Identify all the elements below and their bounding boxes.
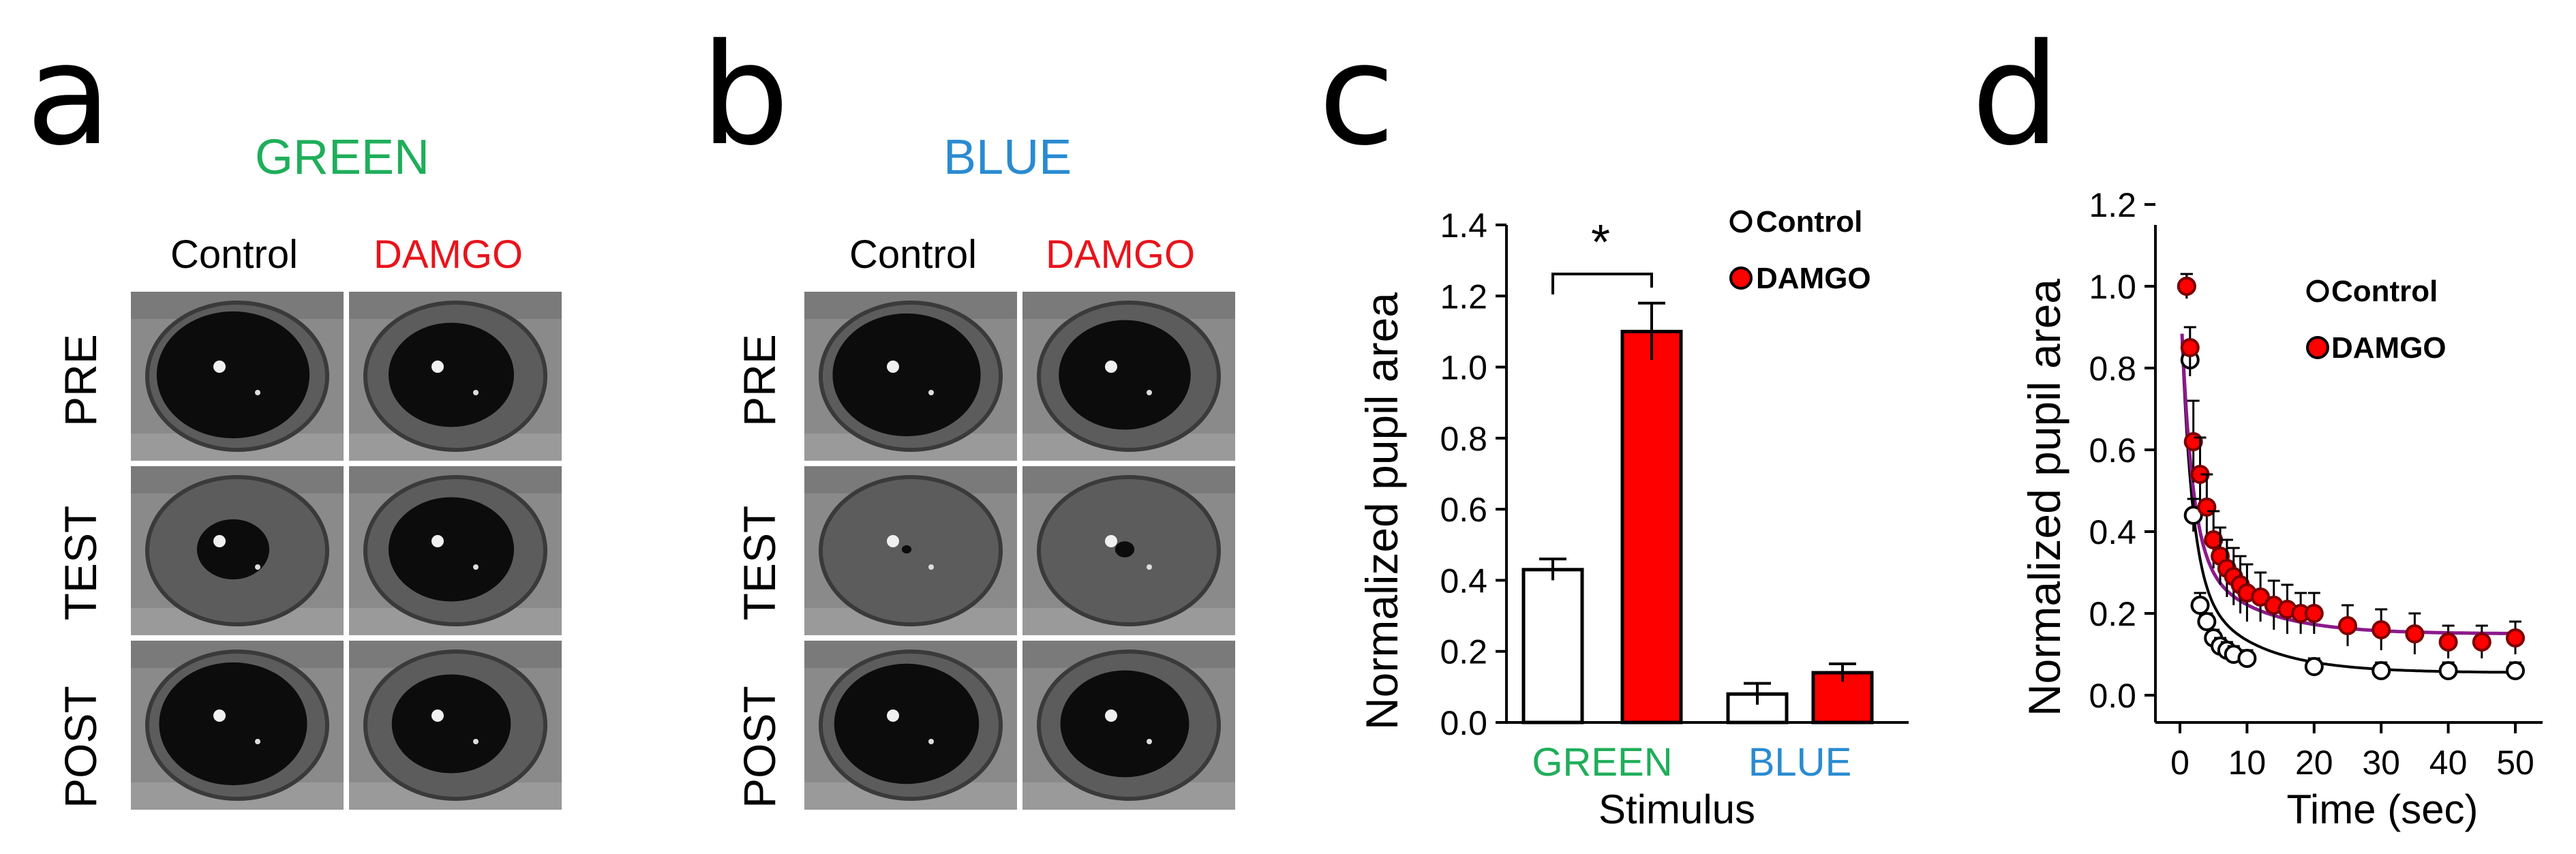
panel-d-control-point bbox=[2197, 612, 2217, 631]
panel-d-x-tick-label: 10 bbox=[2228, 744, 2267, 782]
panel-a-eye-photos bbox=[131, 292, 562, 810]
panel-d-legend-control-marker bbox=[2306, 279, 2329, 303]
panel-d-control-point bbox=[2190, 596, 2210, 615]
panel-d-damgo-point bbox=[2251, 588, 2271, 607]
panel-b-column-damgo-label: DAMGO bbox=[1046, 232, 1196, 277]
panel-b-eye-post-control bbox=[804, 641, 1017, 810]
panel-c-y-tick-label: 0.0 bbox=[1440, 704, 1487, 742]
panel-d-legend-damgo-label: DAMGO bbox=[2331, 331, 2446, 365]
panel-d-x-tick-label: 0 bbox=[2170, 744, 2189, 782]
panel-d-legend-control-label: Control bbox=[2331, 275, 2438, 308]
panel-a-eye-test-damgo bbox=[349, 466, 562, 635]
panel-c-bar-chart: Normalized pupil area Stimulus Control D… bbox=[1357, 205, 1909, 832]
panel-a-eye-post-control bbox=[131, 641, 344, 810]
panel-b-row-pre-label: PRE bbox=[734, 334, 785, 427]
panel-d-x-tick-label: 40 bbox=[2429, 744, 2468, 782]
panel-b-eye-post-damgo bbox=[1022, 641, 1235, 810]
panel-d-x-tick-label: 20 bbox=[2295, 744, 2333, 782]
panel-d-control-point bbox=[2183, 506, 2203, 525]
panel-c-y-tick-label: 0.6 bbox=[1440, 491, 1487, 529]
panel-c-category-blue-label: BLUE bbox=[1748, 740, 1852, 784]
panel-c-significance-bracket bbox=[1551, 273, 1653, 294]
panel-d-control-point bbox=[2506, 661, 2525, 680]
panel-b-eye-photos bbox=[804, 292, 1235, 810]
panel-c-bar-blue-control bbox=[1726, 692, 1789, 725]
panel-d-control-fit-curve bbox=[2181, 339, 2514, 674]
panel-d-damgo-point bbox=[2372, 620, 2391, 639]
panel-a-eye-pre-damgo bbox=[349, 292, 562, 461]
panel-c-y-axis-label: Normalized pupil area bbox=[1357, 292, 1407, 730]
panel-d-y-tick-label: 0.0 bbox=[2089, 677, 2136, 715]
panel-d-y-tick-label: 0.6 bbox=[2089, 431, 2136, 470]
panel-b-eye-test-damgo bbox=[1022, 466, 1235, 635]
panel-d-control-point bbox=[2237, 649, 2257, 668]
panel-a-title: GREEN bbox=[255, 130, 430, 185]
panel-d-damgo-point bbox=[2304, 604, 2324, 623]
panel-c-x-axis-label: Stimulus bbox=[1598, 787, 1755, 832]
panel-b-eye-pre-control bbox=[804, 292, 1017, 461]
panel-d-x-tick-label: 50 bbox=[2496, 744, 2534, 782]
panel-a-eye-photo-grid bbox=[131, 292, 567, 810]
panel-a-eye-post-damgo bbox=[349, 641, 562, 810]
panel-d-damgo-point bbox=[2338, 616, 2357, 635]
panel-d-scatter-chart: Normalized pupil area Time (sec) Control… bbox=[2019, 186, 2543, 832]
panel-c-y-tick-label: 0.2 bbox=[1440, 633, 1487, 671]
panel-c-legend-control-marker bbox=[1729, 210, 1753, 233]
panel-b-eye-photo-grid bbox=[804, 292, 1241, 810]
panel-b-column-control-label: Control bbox=[849, 232, 977, 277]
panel-c-category-green-label: GREEN bbox=[1532, 740, 1672, 784]
panel-d-legend-damgo-marker bbox=[2306, 336, 2329, 359]
panel-b-eye-pre-damgo bbox=[1022, 292, 1235, 461]
panel-d-y-tick-label: 0.8 bbox=[2089, 350, 2136, 388]
panel-d-control-point bbox=[2304, 657, 2324, 676]
panel-letter-d: d bbox=[1971, 14, 2061, 177]
panel-d-damgo-point bbox=[2177, 277, 2196, 296]
panel-d-x-axis-label: Time (sec) bbox=[2286, 787, 2478, 832]
panel-letter-c: c bbox=[1318, 14, 1395, 177]
panel-d-damgo-point bbox=[2438, 632, 2458, 652]
panel-a-column-damgo-label: DAMGO bbox=[374, 232, 524, 277]
panel-c-legend-damgo-label: DAMGO bbox=[1756, 262, 1871, 295]
panel-b-eye-test-control bbox=[804, 466, 1017, 635]
panel-b-row-test-label: TEST bbox=[734, 505, 785, 621]
panel-c-y-tick-label: 1.4 bbox=[1440, 207, 1487, 245]
panel-c-y-tick-label: 0.8 bbox=[1440, 420, 1487, 458]
panel-a-eye-pre-control bbox=[131, 292, 344, 461]
panel-d-damgo-point bbox=[2506, 628, 2525, 647]
panel-d-y-tick-label: 1.2 bbox=[2089, 186, 2136, 224]
panel-a-row-test-label: TEST bbox=[55, 505, 106, 621]
panel-d-y-tick-label: 1.0 bbox=[2089, 268, 2136, 306]
panel-d-y-tick-label: 0.2 bbox=[2089, 595, 2136, 633]
panel-c-bar-green-damgo bbox=[1620, 329, 1683, 725]
panel-d-control-point bbox=[2438, 661, 2458, 680]
panel-a-column-control-label: Control bbox=[170, 232, 298, 277]
panel-letter-b: b bbox=[701, 14, 790, 177]
panel-c-y-tick-label: 1.0 bbox=[1440, 349, 1487, 387]
panel-d-damgo-point bbox=[2180, 338, 2200, 357]
panel-d-x-tick-label: 30 bbox=[2362, 744, 2400, 782]
panel-a-eye-test-control bbox=[131, 466, 344, 635]
panel-d-y-tick-label: 0.4 bbox=[2089, 513, 2136, 551]
panel-d-y-axis-label: Normalized pupil area bbox=[2019, 279, 2070, 716]
panel-d-damgo-point bbox=[2405, 624, 2425, 643]
panel-c-bar-green-control bbox=[1521, 568, 1584, 725]
panel-d-damgo-point bbox=[2472, 632, 2491, 652]
panel-c-legend-damgo-marker bbox=[1729, 266, 1753, 290]
panel-c-y-tick-label: 0.4 bbox=[1440, 562, 1487, 600]
panel-a-row-pre-label: PRE bbox=[55, 334, 106, 427]
panel-b-title: BLUE bbox=[943, 130, 1072, 185]
panel-c-y-tick-label: 1.2 bbox=[1440, 277, 1487, 316]
panel-letter-a: a bbox=[26, 14, 112, 177]
panel-d-control-point bbox=[2372, 661, 2391, 680]
panel-c-significance-star: * bbox=[1591, 215, 1610, 270]
panel-a-row-post-label: POST bbox=[55, 686, 106, 808]
panel-c-legend-control-label: Control bbox=[1756, 205, 1862, 239]
panel-b-row-post-label: POST bbox=[734, 686, 785, 808]
